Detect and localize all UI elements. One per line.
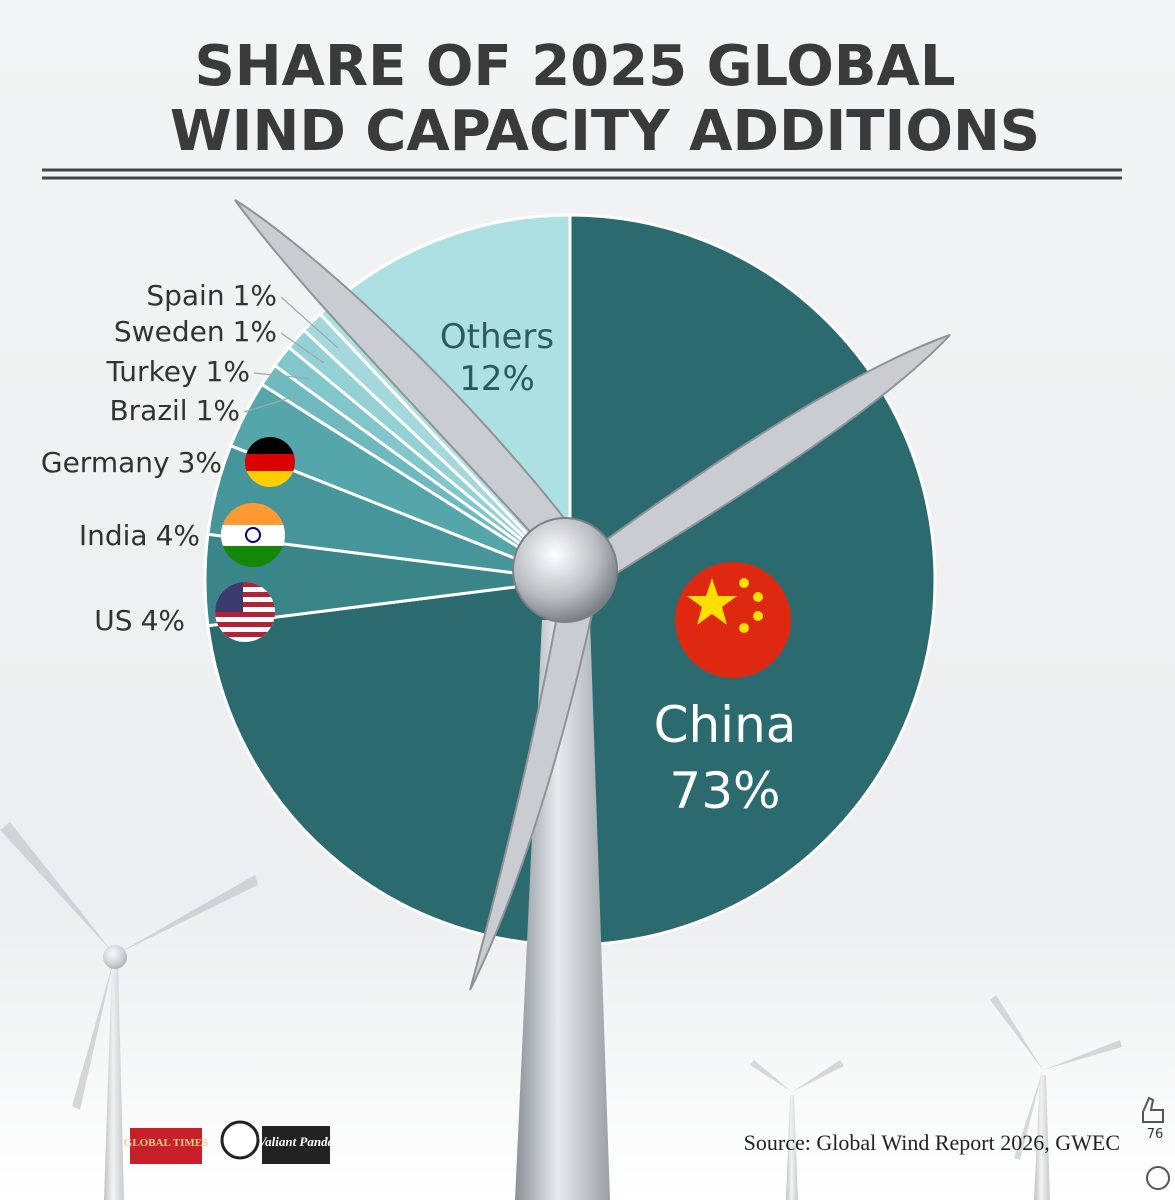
flag-germany: [245, 437, 295, 487]
leader-line: [253, 372, 311, 380]
slice-label: Germany 3%: [41, 446, 222, 479]
value-label: 1%: [233, 315, 277, 348]
source: Source: Global Wind Report 2026, GWEC: [744, 1130, 1120, 1155]
slice-label: Turkey 1%: [105, 355, 250, 388]
slice-label: US 4%: [94, 604, 185, 637]
value-label: 1%: [206, 355, 250, 388]
logo-box: [262, 1126, 330, 1164]
value-label: 3%: [178, 446, 222, 479]
flag-india: [221, 503, 285, 567]
logo-box: [130, 1128, 202, 1164]
leader-line: [280, 332, 324, 364]
category-label: Turkey: [105, 355, 197, 388]
category-label: Sweden: [114, 315, 225, 348]
category-label: Spain: [146, 279, 224, 312]
value-label: 1%: [233, 279, 277, 312]
value-label: 73%: [669, 762, 780, 820]
logo-partner: Valiant Panda: [258, 1134, 335, 1149]
chart-title: SHARE OF 2025 GLOBAL: [194, 34, 955, 99]
logo-publisher: GLOBAL TIMES: [124, 1137, 208, 1149]
leader-line: [243, 394, 299, 413]
category-label: US: [94, 604, 132, 637]
category-label: Germany: [41, 446, 170, 479]
slice-label: Spain 1%: [146, 279, 277, 312]
slice-label: India 4%: [79, 519, 200, 552]
reaction-count: 76: [1147, 1127, 1164, 1142]
background-turbines: [0, 822, 1122, 1200]
chart-title: WIND CAPACITY ADDITIONS: [170, 99, 1040, 164]
value-label: 1%: [196, 394, 240, 427]
turbine: [234, 199, 951, 1200]
logo-panda: [220, 1120, 260, 1160]
slice-label: Brazil 1%: [109, 394, 240, 427]
slice-label: Others: [440, 317, 554, 357]
value-label: 4%: [156, 519, 200, 552]
flag-us: [215, 582, 275, 642]
value-label: 4%: [141, 604, 185, 637]
value-label: 12%: [459, 359, 535, 399]
like-icon[interactable]: [1142, 1096, 1164, 1123]
category-label: Brazil: [109, 394, 187, 427]
category-label: India: [79, 519, 148, 552]
slice-label: China: [654, 696, 797, 754]
comment-icon[interactable]: [1146, 1166, 1170, 1190]
flag-china: [675, 562, 791, 678]
leader-line: [280, 296, 339, 349]
slice-label: Sweden 1%: [114, 315, 277, 348]
